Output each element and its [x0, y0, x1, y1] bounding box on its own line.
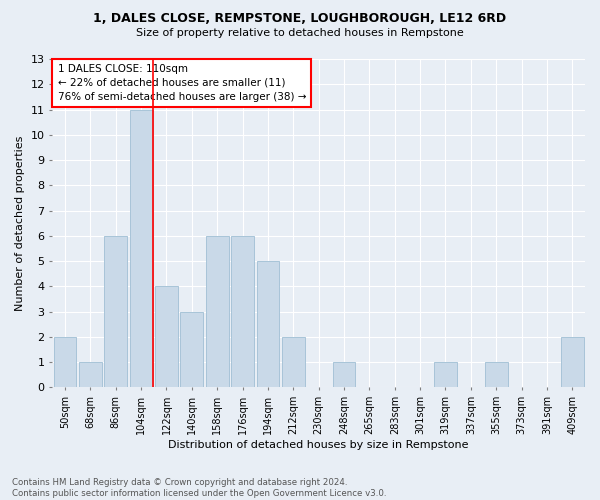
Y-axis label: Number of detached properties: Number of detached properties: [15, 136, 25, 311]
Bar: [130, 110, 152, 388]
Bar: [104, 236, 127, 388]
Bar: [485, 362, 508, 388]
X-axis label: Distribution of detached houses by size in Rempstone: Distribution of detached houses by size …: [169, 440, 469, 450]
Text: Size of property relative to detached houses in Rempstone: Size of property relative to detached ho…: [136, 28, 464, 38]
Bar: [561, 337, 584, 388]
Bar: [79, 362, 102, 388]
Text: 1 DALES CLOSE: 110sqm
← 22% of detached houses are smaller (11)
76% of semi-deta: 1 DALES CLOSE: 110sqm ← 22% of detached …: [58, 64, 306, 102]
Bar: [231, 236, 254, 388]
Bar: [155, 286, 178, 388]
Bar: [181, 312, 203, 388]
Bar: [206, 236, 229, 388]
Text: Contains HM Land Registry data © Crown copyright and database right 2024.
Contai: Contains HM Land Registry data © Crown c…: [12, 478, 386, 498]
Bar: [282, 337, 305, 388]
Text: 1, DALES CLOSE, REMPSTONE, LOUGHBOROUGH, LE12 6RD: 1, DALES CLOSE, REMPSTONE, LOUGHBOROUGH,…: [94, 12, 506, 26]
Bar: [53, 337, 76, 388]
Bar: [434, 362, 457, 388]
Bar: [257, 261, 280, 388]
Bar: [332, 362, 355, 388]
